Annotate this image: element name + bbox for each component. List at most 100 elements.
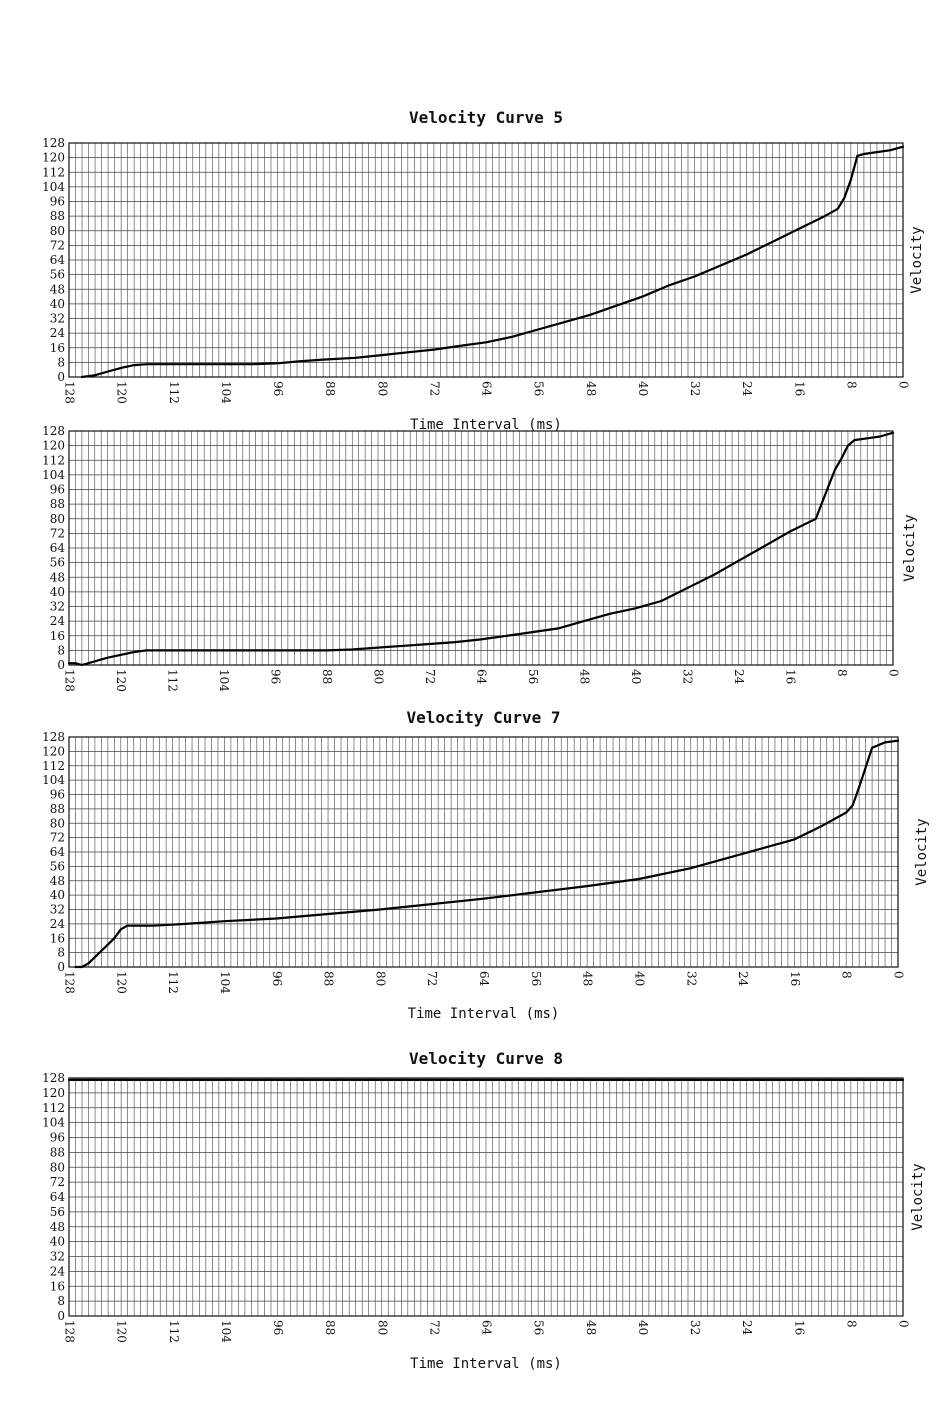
- x-tick-label: 16: [784, 669, 798, 684]
- velocity-series-line: [80, 145, 905, 379]
- y-tick-label: 64: [50, 845, 66, 859]
- y-tick-label: 72: [50, 831, 65, 845]
- x-tick-label: 88: [323, 1320, 337, 1335]
- x-tick-label: 32: [684, 971, 698, 986]
- x-tick-label: 8: [844, 1320, 858, 1328]
- y-tick-label: 96: [50, 195, 65, 209]
- y-tick-label: 0: [57, 658, 65, 672]
- y-tick-label: 104: [42, 180, 65, 194]
- x-tick-label: 64: [480, 1320, 494, 1336]
- x-tick-labels: 128 120 112 104 96 88 80 72 64 56 48 40 32 24 16 8 0: [63, 381, 911, 404]
- chart-title: Velocity Curve 8: [409, 1049, 563, 1068]
- y-tick-label: 32: [50, 312, 65, 326]
- x-tick-label: 48: [578, 669, 592, 684]
- x-tick-label: 24: [740, 381, 754, 397]
- x-tick-label: 0: [897, 381, 911, 389]
- x-tick-label: 96: [271, 1320, 285, 1335]
- x-tick-labels: 128 120 112 104 96 88 80 72 64 56 48 40 32 24 16 8 0: [63, 1320, 911, 1343]
- y-tick-label: 48: [50, 1220, 65, 1234]
- x-tick-label: 120: [115, 381, 129, 404]
- x-tick-label: 48: [584, 1320, 598, 1335]
- y-tick-label: 40: [50, 1235, 65, 1249]
- chart-title: Velocity Curve 7: [406, 708, 560, 727]
- x-tick-label: 64: [480, 381, 494, 397]
- x-tick-label: 104: [217, 669, 231, 692]
- x-tick-label: 8: [840, 971, 854, 979]
- velocity-series-line: [74, 739, 900, 969]
- y-tick-label: 128: [42, 136, 65, 150]
- y-tick-label: 24: [50, 1264, 66, 1278]
- y-tick-label: 112: [42, 453, 65, 467]
- y-tick-label: 120: [42, 1086, 65, 1100]
- x-tick-label: 112: [167, 1320, 181, 1343]
- x-tick-label: 56: [529, 971, 543, 986]
- x-axis-label: Time Interval (ms): [408, 1006, 560, 1022]
- x-tick-label: 16: [792, 381, 806, 396]
- x-tick-label: 0: [892, 971, 906, 979]
- grid: [68, 736, 899, 968]
- x-tick-label: 40: [629, 669, 643, 684]
- x-tick-label: 96: [270, 971, 284, 986]
- y-tick-label: 48: [50, 874, 65, 888]
- y-tick-label: 72: [50, 238, 65, 252]
- y-tick-label: 72: [50, 1175, 65, 1189]
- y-tick-label: 120: [42, 439, 65, 453]
- x-tick-label: 8: [835, 669, 849, 677]
- x-tick-label: 56: [526, 669, 540, 684]
- x-tick-label: 88: [322, 971, 336, 986]
- x-tick-label: 72: [427, 381, 441, 396]
- y-tick-label: 48: [50, 282, 65, 296]
- y-axis-label: Velocity: [909, 226, 925, 293]
- y-tick-label: 96: [50, 1131, 65, 1145]
- x-tick-label: 24: [732, 669, 746, 685]
- y-tick-label: 16: [50, 341, 65, 355]
- y-tick-label: 80: [50, 1160, 65, 1174]
- y-tick-label: 64: [50, 1190, 66, 1204]
- x-tick-label: 16: [792, 1320, 806, 1335]
- x-tick-label: 72: [427, 1320, 441, 1335]
- x-tick-label: 104: [219, 1320, 233, 1343]
- x-tick-label: 120: [114, 669, 128, 692]
- y-tick-label: 88: [50, 802, 65, 816]
- y-tick-label: 128: [42, 730, 65, 744]
- y-tick-label: 0: [57, 370, 65, 384]
- y-tick-label: 24: [50, 917, 66, 931]
- x-tick-label: 96: [269, 669, 283, 684]
- x-tick-label: 48: [581, 971, 595, 986]
- y-tick-label: 120: [42, 744, 65, 758]
- plot-frame: [68, 736, 899, 968]
- x-axis-label: Time Interval (ms): [410, 417, 562, 433]
- y-tick-label: 16: [50, 1279, 65, 1293]
- x-tick-label: 112: [167, 381, 181, 404]
- x-axis-label: Time Interval (ms): [410, 1356, 562, 1372]
- y-tick-label: 64: [50, 541, 66, 555]
- x-tick-label: 104: [218, 971, 232, 994]
- x-tick-label: 96: [271, 381, 285, 396]
- x-tick-label: 80: [373, 971, 387, 986]
- y-tick-label: 8: [57, 946, 65, 960]
- x-tick-label: 8: [844, 381, 858, 389]
- x-tick-label: 128: [63, 1320, 77, 1343]
- y-tick-label: 0: [57, 960, 65, 974]
- x-tick-label: 56: [532, 381, 546, 396]
- y-tick-label: 16: [50, 931, 65, 945]
- y-tick-label: 104: [42, 1116, 65, 1130]
- x-tick-label: 88: [323, 381, 337, 396]
- x-tick-label: 88: [320, 669, 334, 684]
- x-tick-label: 0: [887, 669, 901, 677]
- grid: [68, 430, 894, 666]
- y-tick-label: 48: [50, 570, 65, 584]
- y-axis-label: Velocity: [902, 514, 918, 581]
- y-tick-label: 0: [57, 1309, 65, 1323]
- x-tick-label: 128: [63, 669, 77, 692]
- x-tick-label: 120: [115, 1320, 129, 1343]
- y-tick-label: 64: [50, 253, 66, 267]
- y-tick-label: 56: [50, 859, 65, 873]
- y-tick-label: 80: [50, 816, 65, 830]
- x-tick-label: 40: [632, 971, 646, 986]
- y-tick-label: 40: [50, 585, 65, 599]
- velocity-series-line: [67, 431, 895, 667]
